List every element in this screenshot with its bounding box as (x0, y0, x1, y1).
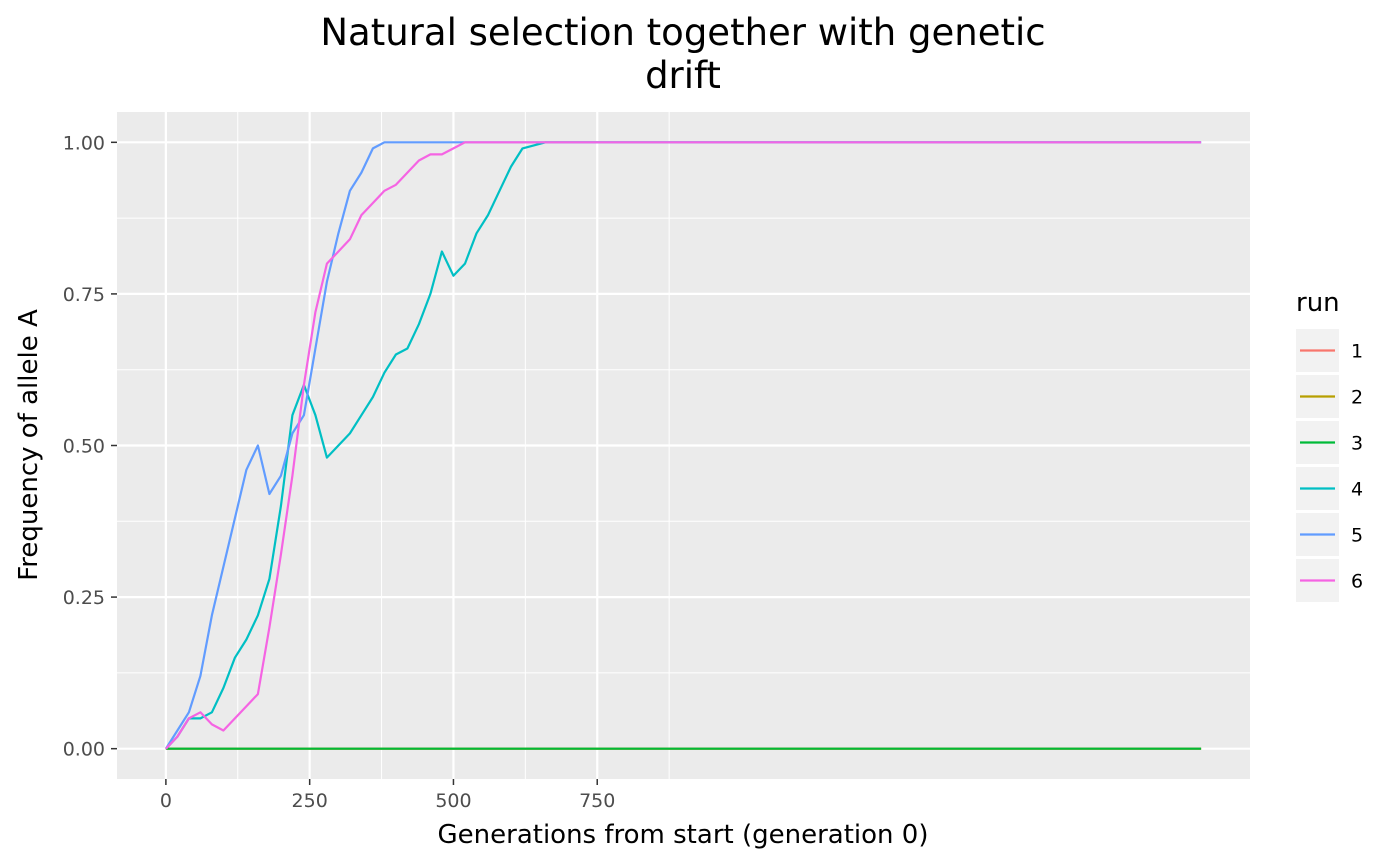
grid-major (117, 112, 1250, 779)
y-axis-title: Frequency of allele A (14, 309, 44, 581)
y-tick-label: 0.75 (63, 284, 105, 306)
legend-label-run-5: 5 (1351, 525, 1363, 547)
series-line-run-6 (165, 141, 1202, 750)
legend: 1 2 3 4 5 6 (1296, 329, 1363, 602)
series-lines (164, 141, 1202, 750)
legend-title: run (1296, 288, 1340, 318)
y-tick-label: 0.50 (63, 436, 105, 458)
y-tick-label: 0.25 (63, 587, 105, 609)
chart-title-line-2: drift (645, 54, 721, 97)
x-tick-label: 500 (435, 790, 471, 812)
y-tick-label: 0.00 (63, 739, 105, 761)
chart-title-line-1: Natural selection together with genetic (320, 11, 1045, 54)
x-axis-ticks: 0 250 500 750 (160, 779, 615, 812)
y-axis-ticks: 0.00 0.25 0.50 0.75 1.00 (63, 132, 117, 761)
legend-label-run-6: 6 (1351, 571, 1363, 593)
y-tick-label: 1.00 (63, 132, 105, 154)
x-axis-title: Generations from start (generation 0) (438, 820, 929, 850)
x-tick-label: 250 (292, 790, 328, 812)
legend-label-run-2: 2 (1351, 387, 1363, 409)
x-tick-label: 0 (160, 790, 172, 812)
legend-label-run-4: 4 (1351, 479, 1363, 501)
x-tick-label: 750 (579, 790, 615, 812)
legend-label-run-3: 3 (1351, 433, 1363, 455)
legend-label-run-1: 1 (1351, 341, 1363, 363)
